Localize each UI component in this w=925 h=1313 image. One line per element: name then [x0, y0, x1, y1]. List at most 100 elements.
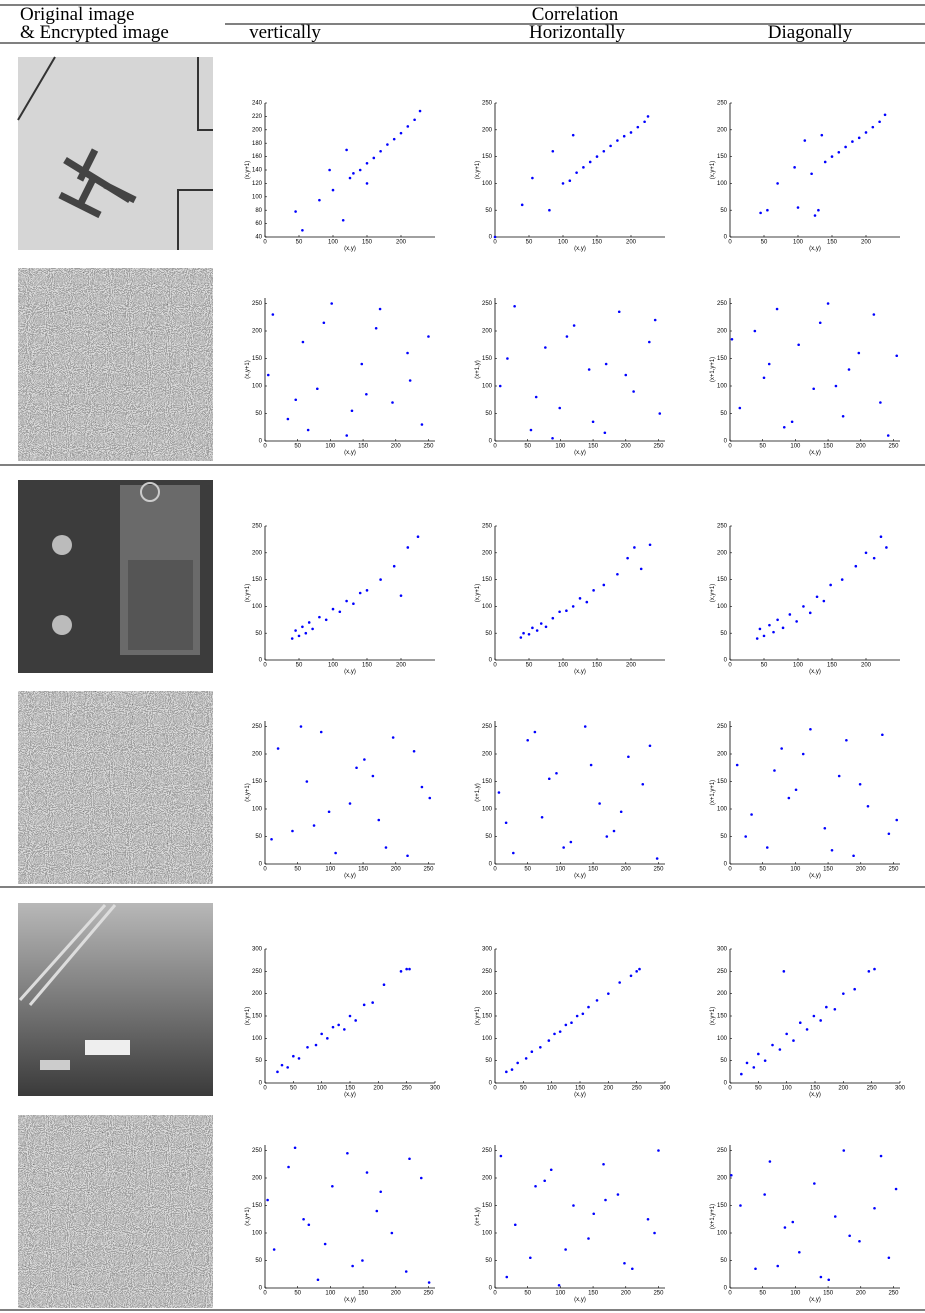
- scatter-chart: 0 50 100 150 200 0 50 100 150 200 250 (x,y) (x,y+1): [475, 524, 665, 675]
- point: [578, 597, 582, 600]
- point: [551, 616, 555, 620]
- point: [881, 733, 884, 737]
- point: [629, 131, 633, 134]
- point: [852, 854, 855, 858]
- point: [569, 840, 573, 844]
- point: [648, 340, 651, 344]
- point: [318, 198, 321, 202]
- x-axis-label: (x,y): [574, 450, 586, 456]
- point: [280, 1063, 284, 1067]
- point: [571, 605, 575, 608]
- point: [802, 605, 805, 608]
- point: [776, 618, 779, 622]
- y-axis-label: (x,y+1): [475, 161, 481, 180]
- y-tick-label: 100: [717, 181, 728, 187]
- point: [406, 854, 409, 858]
- point: [819, 1275, 823, 1279]
- point: [822, 599, 826, 603]
- y-tick-label: 0: [724, 1081, 728, 1087]
- x-tick-label: 150: [358, 867, 369, 873]
- x-tick-label: 200: [856, 867, 867, 873]
- point: [762, 634, 766, 638]
- point: [358, 168, 362, 172]
- x-tick-label: 0: [493, 867, 497, 873]
- point: [391, 736, 395, 739]
- y-tick-label: 200: [482, 329, 493, 335]
- point: [420, 423, 424, 426]
- y-axis-label: (x,y+1): [245, 1007, 251, 1026]
- x-tick-label: 150: [358, 1291, 369, 1297]
- x-tick-label: 150: [823, 444, 834, 450]
- y-tick-label: 150: [482, 154, 493, 160]
- y-tick-label: 150: [717, 356, 728, 362]
- point: [399, 594, 403, 597]
- point: [287, 1165, 290, 1169]
- scatter-chart: 0 50 100 150 200 250 300 0 50 100 150 200 250 300 (x,y…: [245, 947, 441, 1098]
- y-tick-label: 50: [255, 411, 262, 417]
- point: [570, 1021, 573, 1024]
- point: [633, 546, 636, 549]
- point: [648, 543, 652, 547]
- point: [773, 769, 776, 772]
- y-tick-label: 100: [482, 1231, 493, 1237]
- y-tick-label: 250: [482, 724, 493, 730]
- point: [551, 436, 554, 440]
- scatter-chart: 0 50 100 150 200 0 50 100 150 200 250 (x,y) (x,y+1): [710, 101, 900, 252]
- x-tick-label: 250: [867, 1086, 878, 1092]
- point: [617, 310, 621, 314]
- y-axis-label: (x+1,y): [475, 1207, 481, 1226]
- y-tick-label: 250: [252, 969, 263, 975]
- point: [276, 747, 280, 750]
- y-tick-label: 250: [717, 969, 728, 975]
- y-tick-label: 250: [482, 101, 493, 107]
- point: [629, 974, 633, 978]
- point: [276, 1070, 279, 1074]
- y-tick-label: 200: [717, 127, 728, 133]
- y-tick-label: 50: [255, 631, 262, 637]
- point: [635, 970, 638, 973]
- point: [362, 1003, 366, 1007]
- point: [520, 203, 524, 207]
- point: [548, 208, 551, 212]
- point: [535, 629, 539, 632]
- point: [391, 401, 394, 404]
- point: [657, 1149, 660, 1152]
- y-tick-label: 0: [489, 1286, 493, 1292]
- x-tick-label: 200: [856, 444, 867, 450]
- y-tick-label: 300: [482, 947, 493, 953]
- point: [562, 846, 565, 849]
- point: [745, 1061, 749, 1065]
- x-tick-label: 50: [759, 444, 766, 450]
- y-tick-label: 250: [252, 301, 263, 307]
- x-tick-label: 200: [838, 1086, 849, 1092]
- point: [304, 631, 308, 635]
- scatter-chart: 0 50 100 150 200 40 60 80 100 120 140 160 180 200 220 2…: [245, 101, 435, 252]
- y-tick-label: 200: [482, 752, 493, 758]
- point: [626, 556, 629, 560]
- x-tick-label: 150: [810, 1086, 821, 1092]
- point: [796, 206, 800, 209]
- y-tick-label: 0: [724, 862, 728, 868]
- point: [324, 618, 328, 622]
- point: [785, 1032, 788, 1036]
- point: [320, 1032, 323, 1036]
- y-tick-label: 50: [255, 834, 262, 840]
- y-tick-label: 300: [252, 947, 263, 953]
- point: [830, 155, 834, 158]
- y-tick-label: 50: [720, 834, 727, 840]
- point: [399, 970, 403, 973]
- point: [529, 1256, 532, 1260]
- point: [740, 1072, 743, 1076]
- x-tick-label: 100: [328, 240, 339, 246]
- point: [524, 1057, 528, 1060]
- y-tick-label: 200: [717, 991, 728, 997]
- scatter-chart: 0 50 100 150 200 0 50 100 150 200 250 (x,y) (x,y+1): [710, 524, 900, 675]
- point: [587, 368, 591, 371]
- x-tick-label: 100: [793, 663, 804, 669]
- point: [602, 1162, 605, 1166]
- point: [568, 179, 572, 183]
- point: [334, 851, 337, 855]
- y-tick-label: 220: [252, 114, 263, 120]
- point: [428, 796, 432, 800]
